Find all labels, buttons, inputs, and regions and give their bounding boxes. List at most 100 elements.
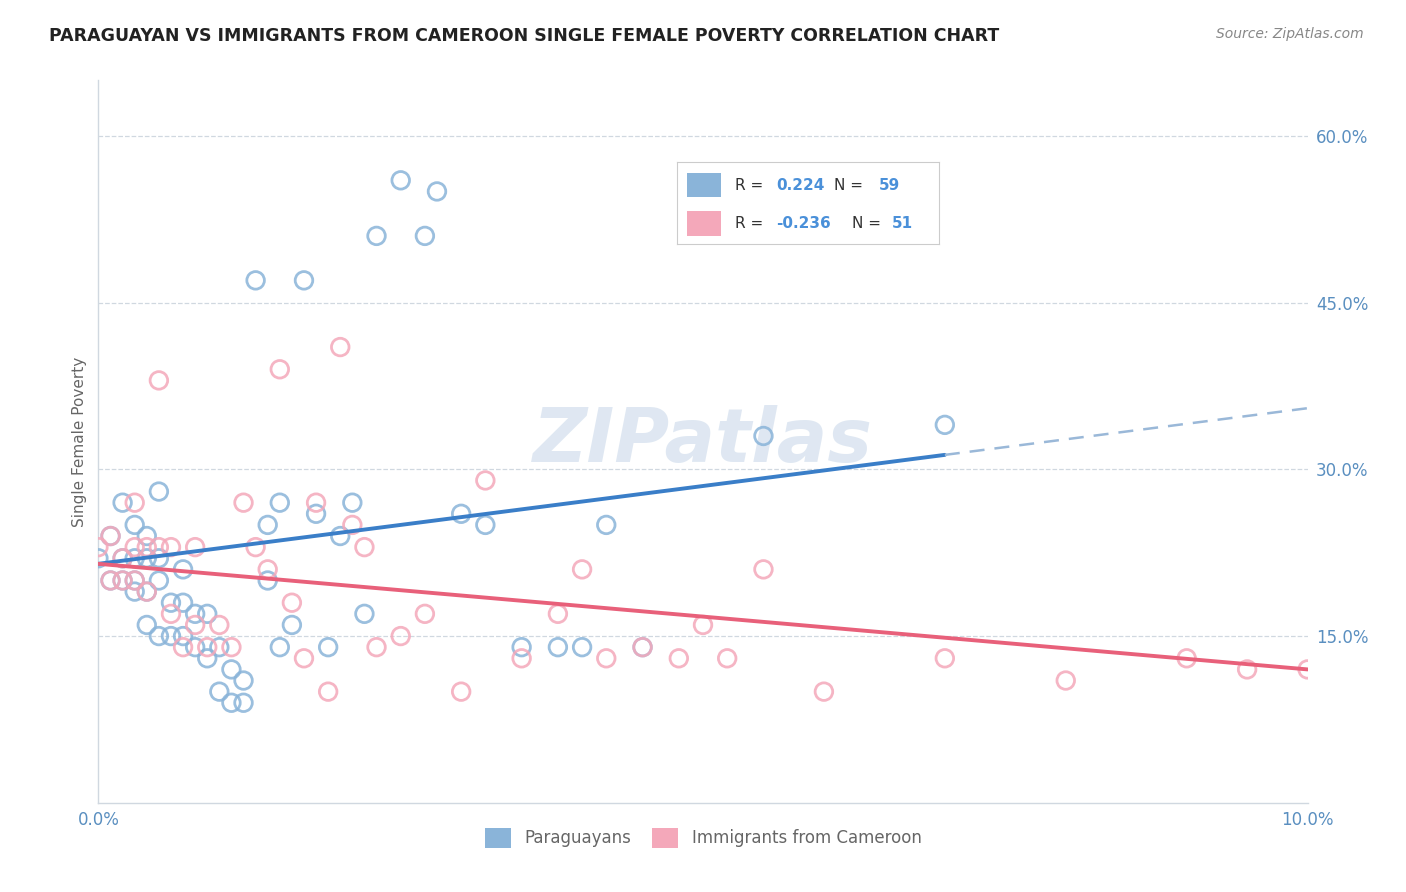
Point [100, 574, 122, 588]
Point [148, 574, 170, 588]
Point [148, 484, 170, 499]
Legend: Paraguayans, Immigrants from Cameroon: Paraguayans, Immigrants from Cameroon [477, 820, 929, 856]
Point [353, 607, 375, 621]
Point [389, 173, 412, 187]
Text: 59: 59 [879, 178, 900, 193]
Point [184, 607, 207, 621]
Point [172, 640, 194, 655]
Point [100, 529, 122, 543]
Point [160, 607, 183, 621]
Point [316, 640, 339, 655]
Point [135, 618, 157, 632]
Text: -0.236: -0.236 [776, 216, 831, 231]
Point [232, 496, 254, 510]
Point [148, 373, 170, 387]
Point [184, 640, 207, 655]
Point [813, 684, 835, 698]
Point [124, 584, 146, 599]
Point [195, 640, 218, 655]
Point [221, 696, 243, 710]
Point [184, 618, 207, 632]
Point [934, 417, 956, 432]
Text: Source: ZipAtlas.com: Source: ZipAtlas.com [1216, 27, 1364, 41]
Point [668, 651, 690, 665]
Point [692, 618, 714, 632]
Point [124, 517, 146, 532]
Point [124, 540, 146, 554]
Point [111, 496, 134, 510]
Point [124, 551, 146, 566]
Point [752, 562, 775, 576]
Point [450, 507, 472, 521]
Point [342, 496, 364, 510]
Point [631, 640, 654, 655]
Point [111, 551, 134, 566]
Point [135, 551, 157, 566]
Point [752, 429, 775, 443]
Point [87, 551, 110, 566]
Point [135, 584, 157, 599]
Point [934, 651, 956, 665]
Point [342, 517, 364, 532]
Point [631, 640, 654, 655]
Point [232, 673, 254, 688]
Point [292, 273, 315, 287]
Point [148, 551, 170, 566]
Point [111, 574, 134, 588]
Point [172, 629, 194, 643]
Point [87, 540, 110, 554]
Point [111, 551, 134, 566]
Point [195, 607, 218, 621]
Text: N =: N = [834, 178, 863, 193]
Point [124, 496, 146, 510]
Point [100, 574, 122, 588]
Point [124, 574, 146, 588]
Point [366, 228, 388, 243]
Point [474, 474, 496, 488]
Point [172, 562, 194, 576]
Point [316, 684, 339, 698]
Point [135, 584, 157, 599]
Point [547, 640, 569, 655]
Text: 51: 51 [891, 216, 912, 231]
Point [413, 607, 436, 621]
Point [160, 596, 183, 610]
Bar [688, 173, 721, 197]
Point [256, 562, 278, 576]
Point [148, 540, 170, 554]
Y-axis label: Single Female Poverty: Single Female Poverty [72, 357, 87, 526]
Point [510, 651, 533, 665]
Point [389, 629, 412, 643]
Point [547, 607, 569, 621]
Point [221, 662, 243, 676]
Text: N =: N = [852, 216, 882, 231]
Point [256, 517, 278, 532]
Point [571, 562, 593, 576]
Point [716, 651, 738, 665]
Point [510, 640, 533, 655]
Point [281, 596, 304, 610]
Text: R =: R = [734, 216, 763, 231]
Point [1236, 662, 1258, 676]
Text: PARAGUAYAN VS IMMIGRANTS FROM CAMEROON SINGLE FEMALE POVERTY CORRELATION CHART: PARAGUAYAN VS IMMIGRANTS FROM CAMEROON S… [49, 27, 1000, 45]
Point [595, 651, 617, 665]
Point [269, 496, 291, 510]
Point [124, 574, 146, 588]
Point [571, 640, 593, 655]
Point [160, 540, 183, 554]
Text: R =: R = [734, 178, 768, 193]
Point [305, 496, 328, 510]
Point [595, 517, 617, 532]
Point [474, 517, 496, 532]
Point [208, 684, 231, 698]
Point [148, 629, 170, 643]
Point [353, 540, 375, 554]
Point [450, 684, 472, 698]
Point [305, 507, 328, 521]
Point [292, 651, 315, 665]
Point [269, 362, 291, 376]
Point [1175, 651, 1198, 665]
Point [256, 574, 278, 588]
Bar [688, 211, 721, 236]
Point [245, 540, 267, 554]
